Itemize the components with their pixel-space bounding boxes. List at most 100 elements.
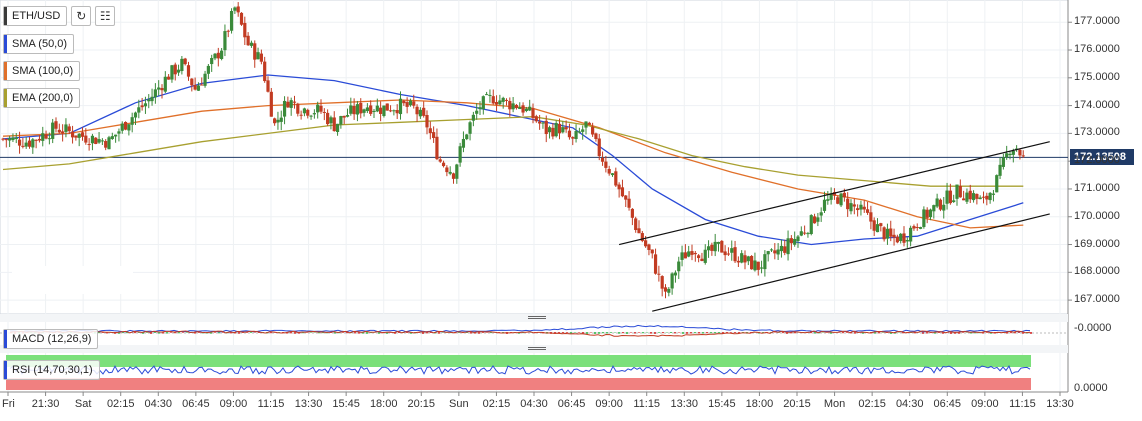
candle-body (206, 65, 210, 74)
candle-body (70, 131, 75, 138)
candle-body (511, 103, 515, 110)
candle-body (948, 190, 952, 204)
candle-body (783, 246, 787, 253)
indicator-sma50[interactable]: SMA (50,0) (3, 34, 75, 54)
x-tick-label: 04:30 (895, 398, 924, 410)
candle-body (408, 100, 413, 106)
candle-body (54, 121, 58, 129)
bar-chart-icon[interactable]: ☷ (95, 6, 116, 26)
candle-body (382, 105, 386, 117)
candle-body (1008, 153, 1012, 156)
macd-histogram-bar (1014, 332, 1016, 334)
macd-histogram-bar (610, 332, 612, 333)
candle-body (518, 107, 522, 110)
macd-indicator[interactable]: MACD (12,26,9) (3, 329, 99, 349)
x-tick-label: 15:45 (332, 398, 360, 410)
candle-body (713, 241, 717, 252)
candle-body (143, 103, 148, 107)
candle-body (630, 208, 634, 218)
candle-body (339, 116, 343, 125)
y-tick-label: 173.0000 (1074, 126, 1120, 139)
macd-histogram-bar (694, 332, 696, 334)
candle-body (829, 193, 833, 200)
candle-body (746, 256, 750, 262)
candle-body (471, 114, 475, 121)
refresh-icon[interactable]: ↻ (71, 6, 92, 26)
macd-histogram-bar (646, 332, 648, 333)
candle-body (971, 193, 976, 201)
candle-body (670, 273, 674, 289)
macd-histogram-bar (662, 332, 664, 334)
macd-swatch (4, 330, 7, 348)
candle-body (730, 248, 734, 253)
candle-body (150, 96, 154, 102)
candle-body (879, 223, 883, 227)
macd-histogram-bar (690, 332, 692, 334)
x-tick-label: 06:45 (557, 398, 586, 410)
candle-body (441, 162, 446, 167)
candle-body (213, 53, 217, 59)
candle-body (819, 212, 823, 216)
candle-body (604, 161, 608, 168)
macd-histogram-bar (670, 332, 672, 333)
macd-line (10, 324, 1031, 333)
candle-body (100, 140, 104, 142)
candle-body (349, 105, 353, 114)
candle-body (597, 138, 601, 157)
y-tick-label: 174.0000 (1074, 98, 1120, 111)
macd-histogram-bar (710, 332, 712, 334)
macd-histogram-bar (210, 332, 212, 334)
candle-body (736, 260, 740, 263)
candle-body (859, 204, 863, 210)
candle-body (644, 240, 648, 247)
rsi-line (9, 365, 1031, 375)
indicator-ema200[interactable]: EMA (200,0) (3, 88, 81, 108)
macd-histogram-bar (214, 332, 216, 333)
macd-histogram-bar (830, 332, 832, 334)
symbol-pill[interactable]: ETH/USD (3, 6, 68, 26)
candle-body (37, 138, 42, 141)
candle-body (769, 249, 774, 251)
macd-histogram-bar (294, 332, 296, 334)
macd-histogram-bar (654, 332, 656, 334)
candle-body (243, 22, 247, 38)
drag-handle (528, 316, 546, 317)
macd-histogram-bar (606, 332, 608, 334)
candle-body (51, 122, 55, 139)
candle-body (799, 231, 803, 236)
candle-body (756, 261, 760, 270)
candle-body (703, 249, 707, 263)
macd-histogram-bar (614, 332, 616, 333)
candle-body (379, 107, 383, 114)
indicator-sma100[interactable]: SMA (100,0) (3, 61, 81, 81)
rsi-indicator[interactable]: RSI (14,70,30,1) (3, 360, 100, 380)
macd-histogram-bar (334, 332, 336, 334)
macd-histogram-bar (782, 332, 784, 334)
candle-body (306, 109, 310, 116)
candle-body (637, 228, 641, 234)
candle-body (133, 112, 138, 118)
candle-body (435, 136, 439, 160)
macd-histogram-bar (942, 332, 944, 334)
macd-histogram-bar (698, 332, 700, 334)
macd-histogram-bar (734, 332, 736, 333)
candle-body (600, 157, 605, 162)
sub-indicators (0, 314, 1068, 390)
candle-body (809, 215, 813, 235)
macd-histogram-bar (362, 332, 364, 334)
candle-body (932, 205, 936, 212)
candle-body (94, 137, 98, 145)
candle-body (693, 252, 697, 255)
candle-body (332, 117, 336, 132)
candle-body (773, 250, 777, 254)
macd-histogram-bar (794, 332, 796, 334)
candle-body (412, 101, 416, 106)
candle-body (928, 209, 933, 218)
x-tick-label: Sun (449, 398, 469, 410)
candle-body (41, 133, 45, 141)
candle-body (524, 108, 528, 111)
x-tick-label: 18:00 (369, 398, 398, 410)
candle-body (759, 267, 764, 269)
macd-histogram-bar (386, 332, 388, 334)
